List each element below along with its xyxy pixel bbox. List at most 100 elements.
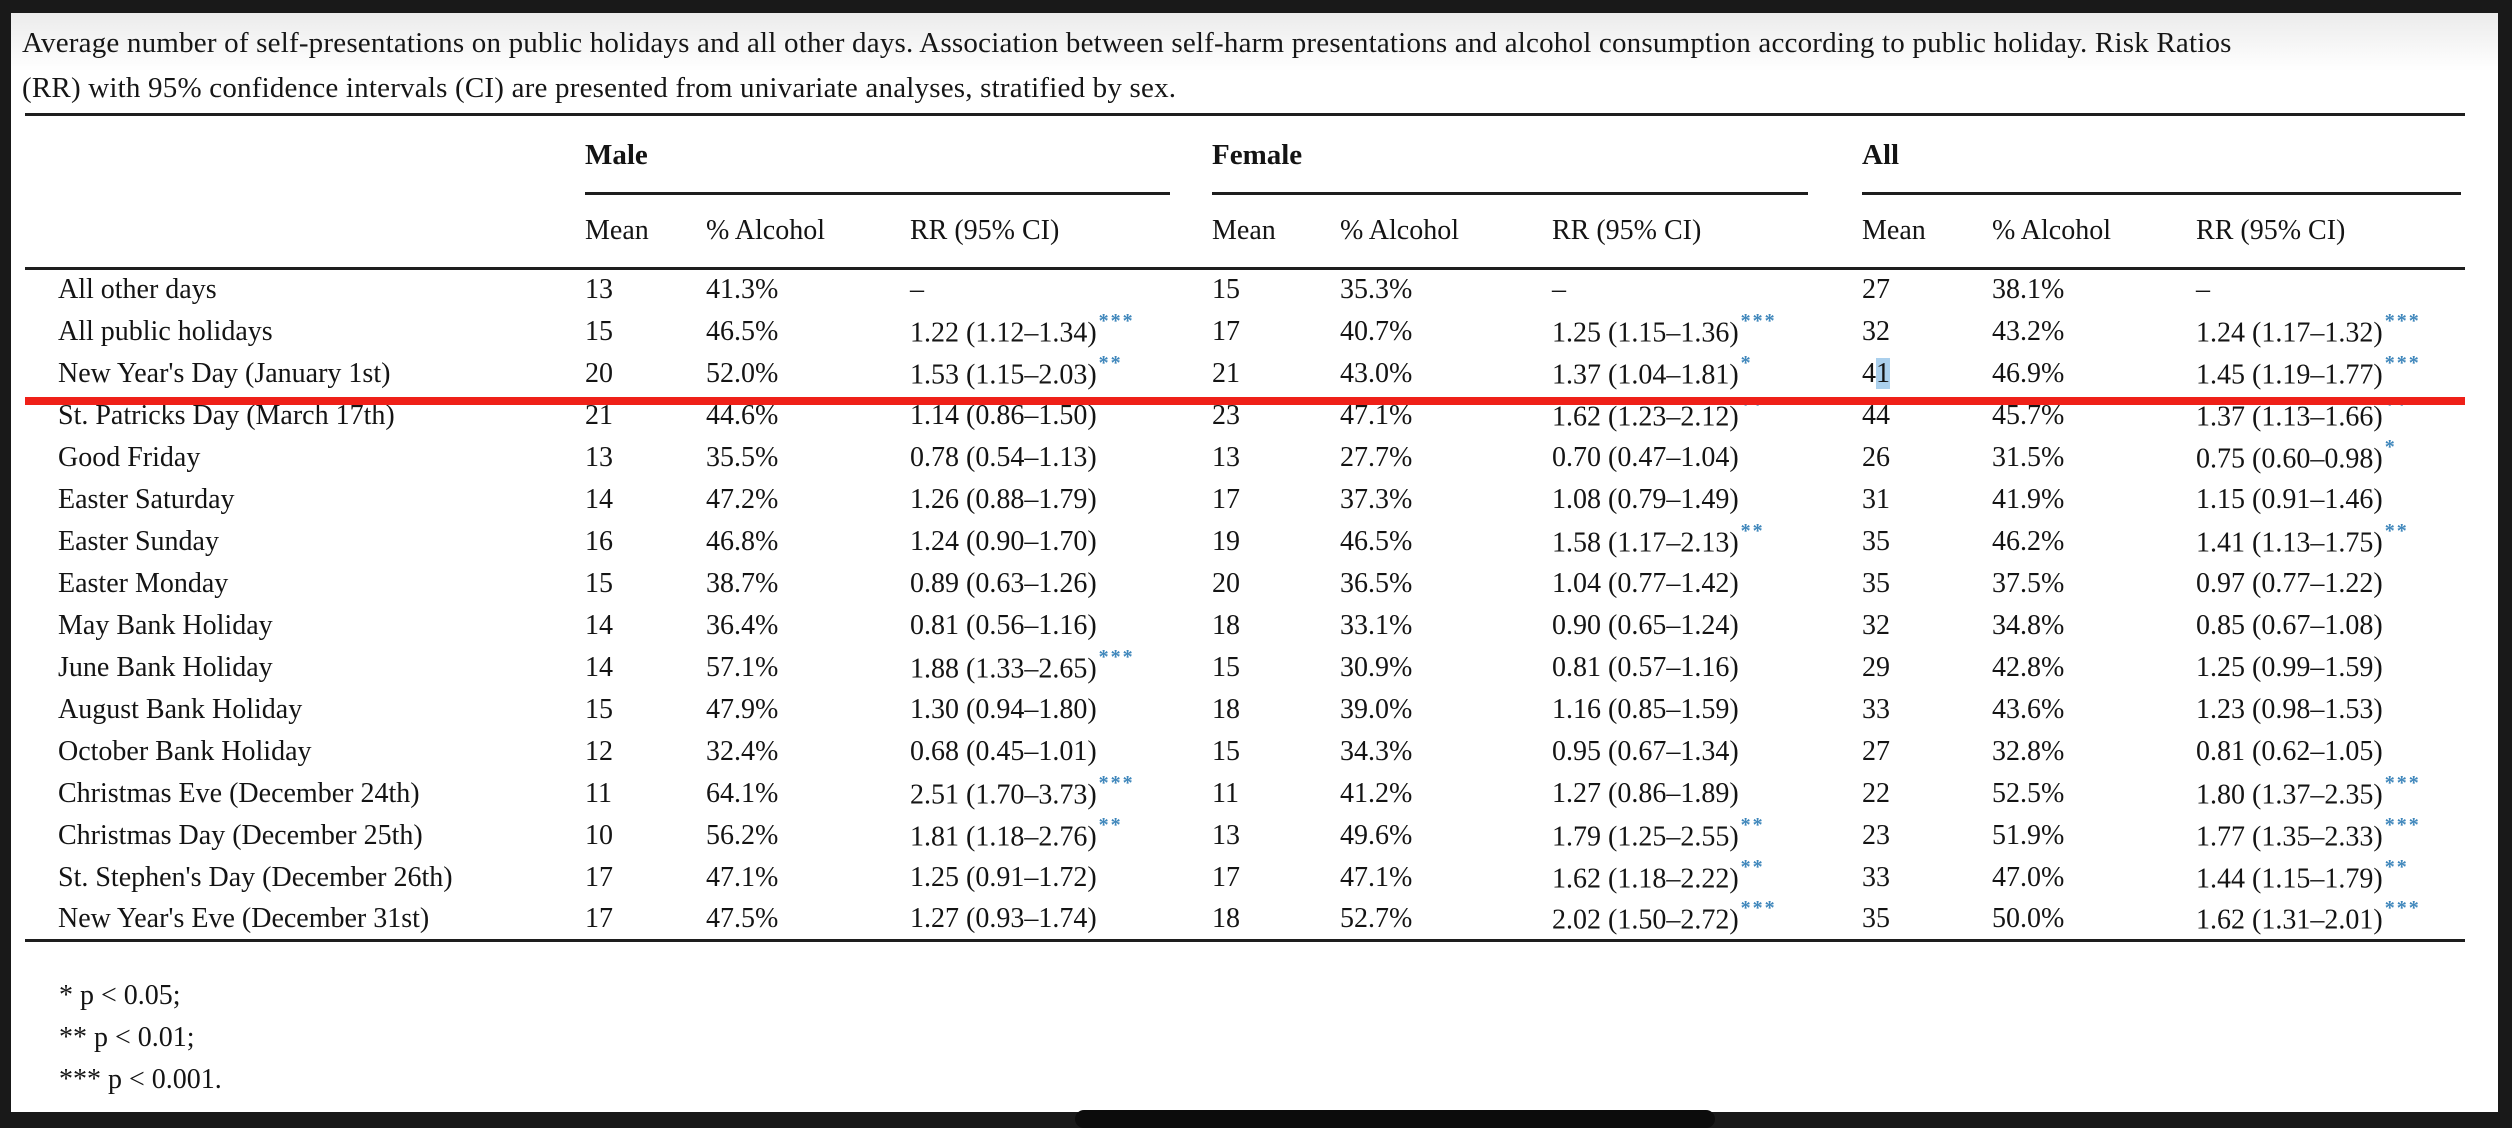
female-rr-cell: – bbox=[1552, 274, 1566, 306]
female-rr-cell: 0.81 (0.57–1.16) bbox=[1552, 651, 1739, 683]
all-rr-cell: 1.45 (1.19–1.77) *** bbox=[2196, 351, 2421, 391]
male-rr-cell: 0.78 (0.54–1.13) bbox=[910, 441, 1097, 473]
all-alcohol-cell: 31.5% bbox=[1992, 441, 2065, 473]
female-alcohol-cell: 36.5% bbox=[1340, 567, 1413, 599]
female-rr-cell: 0.90 (0.65–1.24) bbox=[1552, 609, 1739, 641]
female-mean-cell: 18 bbox=[1212, 902, 1240, 934]
male-rr-cell: 1.22 (1.12–1.34) *** bbox=[910, 309, 1135, 349]
male-mean-cell: 15 bbox=[585, 693, 613, 725]
all-alcohol-cell: 52.5% bbox=[1992, 777, 2065, 809]
all-mean-cell: 35 bbox=[1862, 902, 1891, 934]
male-mean-header: Mean bbox=[585, 194, 706, 270]
all-alcohol-cell: 51.9% bbox=[1992, 819, 2065, 851]
female-mean-cell: 11 bbox=[1212, 777, 1239, 809]
female-rr-cell: 1.04 (0.77–1.42) bbox=[1552, 567, 1739, 599]
all-alcohol-cell: 32.8% bbox=[1992, 735, 2065, 767]
male-mean-cell: 13 bbox=[585, 441, 613, 473]
row-label: New Year's Day (January 1st) bbox=[58, 357, 391, 389]
all-alcohol-cell: 50.0% bbox=[1992, 902, 2065, 934]
male-alcohol-cell: 36.4% bbox=[706, 609, 779, 641]
caption-line: (RR) with 95% confidence intervals (CI) … bbox=[22, 72, 1177, 104]
male-alcohol-cell: 46.8% bbox=[706, 525, 779, 557]
significance-stars: *** bbox=[1740, 897, 1777, 920]
table-row: New Year's Eve (December 31st) 17 47.5% … bbox=[25, 897, 2465, 941]
male-rr-cell: 1.30 (0.94–1.80) bbox=[910, 693, 1097, 725]
row-label: Christmas Day (December 25th) bbox=[58, 819, 423, 851]
caption-line: Average number of self-presentations on … bbox=[22, 27, 2232, 59]
row-label: Easter Monday bbox=[58, 567, 229, 599]
row-label: All other days bbox=[58, 274, 217, 306]
male-rr-cell: 1.24 (0.90–1.70) bbox=[910, 525, 1097, 557]
all-rr-cell: 1.44 (1.15–1.79) ** bbox=[2196, 855, 2409, 895]
row-label: All public holidays bbox=[58, 315, 273, 347]
female-alcohol-cell: 46.5% bbox=[1340, 525, 1413, 557]
group-header-female: Female bbox=[1212, 115, 1862, 195]
group-label-male: Male bbox=[585, 138, 648, 171]
row-label: New Year's Eve (December 31st) bbox=[58, 902, 430, 934]
female-mean-header: Mean bbox=[1212, 194, 1340, 270]
female-rr-cell: 0.70 (0.47–1.04) bbox=[1552, 441, 1739, 473]
male-mean-cell: 12 bbox=[585, 735, 613, 767]
table-row: June Bank Holiday 14 57.1% 1.88 (1.33–2.… bbox=[25, 646, 2465, 689]
female-alcohol-cell: 27.7% bbox=[1340, 441, 1413, 473]
male-mean-cell: 16 bbox=[585, 525, 613, 557]
significance-stars: ** bbox=[2384, 855, 2409, 878]
table-caption: Average number of self-presentations on … bbox=[22, 21, 2488, 111]
all-mean-cell: 23 bbox=[1862, 819, 1891, 851]
female-alcohol-cell: 39.0% bbox=[1340, 693, 1413, 725]
empty-corner-cell bbox=[25, 115, 585, 195]
all-alcohol-header: % Alcohol bbox=[1992, 194, 2197, 270]
all-mean-cell: 26 bbox=[1862, 441, 1891, 473]
group-label-all: All bbox=[1862, 138, 1900, 171]
female-alcohol-cell: 30.9% bbox=[1340, 651, 1413, 683]
significance-stars: ** bbox=[1740, 855, 1765, 878]
female-mean-cell: 17 bbox=[1212, 861, 1240, 893]
all-mean-cell: 35 bbox=[1862, 567, 1891, 599]
female-alcohol-cell: 41.2% bbox=[1340, 777, 1413, 809]
table-row: All other days 13 41.3% – 15 35.3% – 27 … bbox=[25, 269, 2465, 311]
female-rr-cell: 2.02 (1.50–2.72) *** bbox=[1552, 897, 1777, 936]
all-rr-cell: 1.24 (1.17–1.32) *** bbox=[2196, 309, 2421, 349]
table-row: St. Stephen's Day (December 26th) 17 47.… bbox=[25, 855, 2465, 899]
significance-stars: ** bbox=[2384, 519, 2409, 542]
male-mean-cell: 17 bbox=[585, 902, 613, 934]
female-mean-cell: 15 bbox=[1212, 735, 1240, 767]
female-mean-cell: 18 bbox=[1212, 609, 1240, 641]
significance-stars: *** bbox=[2384, 309, 2421, 332]
all-mean-cell: 29 bbox=[1862, 651, 1891, 683]
row-label: Easter Sunday bbox=[58, 525, 219, 557]
all-spanner-rule bbox=[1862, 191, 2462, 195]
table-row: Good Friday 13 35.5% 0.78 (0.54–1.13) 13… bbox=[25, 436, 2465, 479]
female-alcohol-cell: 52.7% bbox=[1340, 902, 1413, 934]
male-rr-cell: 2.51 (1.70–3.73) *** bbox=[910, 771, 1135, 811]
sub-header-row: Mean % Alcohol RR (95% CI) Mean % Alcoho… bbox=[25, 194, 2466, 270]
male-mean-cell: 14 bbox=[585, 609, 613, 641]
significance-stars: ** bbox=[1740, 519, 1765, 542]
group-header-row: Male Female All bbox=[25, 115, 2465, 195]
all-alcohol-cell: 38.1% bbox=[1992, 274, 2065, 306]
male-mean-cell: 17 bbox=[585, 861, 613, 893]
table-row: May Bank Holiday 14 36.4% 0.81 (0.56–1.1… bbox=[25, 605, 2465, 647]
table-row: New Year's Day (January 1st) 20 52.0% 1.… bbox=[25, 351, 2465, 395]
female-alcohol-cell: 34.3% bbox=[1340, 735, 1413, 767]
male-mean-cell: 15 bbox=[585, 567, 613, 599]
all-rr-cell: 0.85 (0.67–1.08) bbox=[2196, 609, 2383, 641]
male-alcohol-cell: 32.4% bbox=[706, 735, 779, 767]
row-label: August Bank Holiday bbox=[58, 693, 303, 725]
group-label-female: Female bbox=[1212, 138, 1303, 171]
all-mean-cell: 32 bbox=[1862, 315, 1891, 347]
footnote-line: * p < 0.05; bbox=[59, 980, 181, 1011]
table-row: Christmas Eve (December 24th) 11 64.1% 2… bbox=[25, 771, 2465, 815]
male-alcohol-cell: 52.0% bbox=[706, 357, 779, 389]
significance-stars: ** bbox=[1098, 351, 1123, 374]
female-rr-cell: 1.25 (1.15–1.36) *** bbox=[1552, 309, 1777, 349]
significance-stars: * bbox=[1740, 351, 1753, 374]
all-alcohol-cell: 41.9% bbox=[1992, 483, 2065, 515]
row-label: Christmas Eve (December 24th) bbox=[58, 777, 420, 809]
table-row: Easter Monday 15 38.7% 0.89 (0.63–1.26) … bbox=[25, 563, 2465, 605]
male-alcohol-cell: 35.5% bbox=[706, 441, 779, 473]
all-mean-cell: 41 bbox=[1862, 357, 1891, 389]
male-mean-cell: 10 bbox=[585, 819, 613, 851]
male-alcohol-cell: 47.9% bbox=[706, 693, 779, 725]
male-mean-cell: 11 bbox=[585, 777, 612, 809]
